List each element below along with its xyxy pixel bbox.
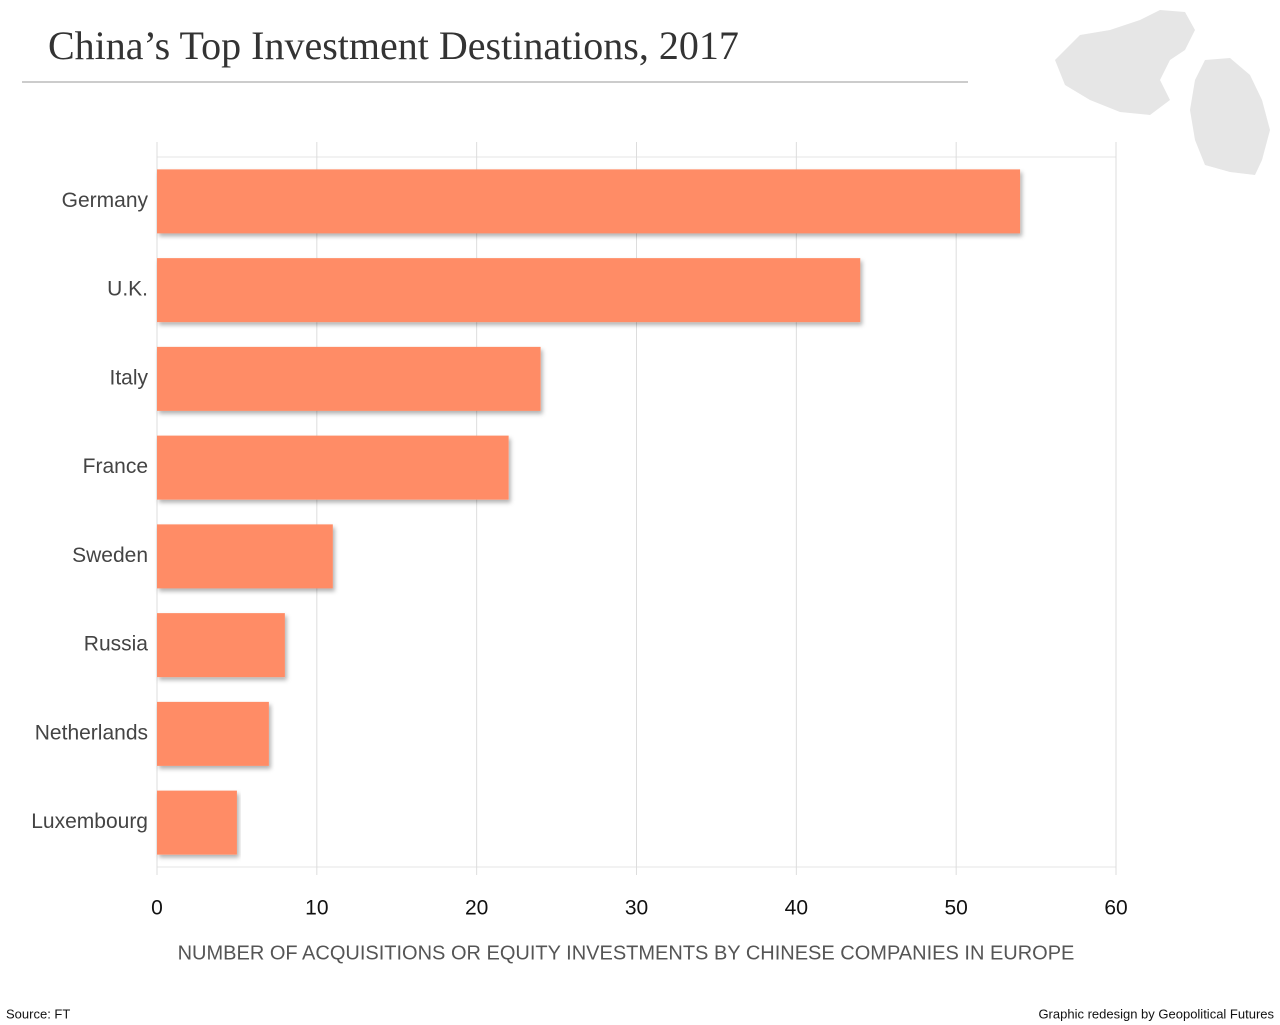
bar — [157, 258, 861, 323]
credit: Graphic redesign by Geopolitical Futures — [1038, 1006, 1274, 1021]
x-tick-label: 50 — [944, 897, 967, 920]
x-tick-label: 20 — [465, 897, 488, 920]
bar — [157, 613, 285, 678]
x-tick-label: 10 — [305, 897, 328, 920]
map-decoration — [1055, 10, 1270, 175]
y-tick-label: U.K. — [107, 278, 148, 301]
y-tick-label: Luxembourg — [31, 810, 148, 833]
source: Source: FT — [6, 1006, 70, 1021]
y-tick-label: Germany — [62, 189, 149, 212]
x-tick-label: 30 — [625, 897, 648, 920]
chart-title: China’s Top Investment Destinations, 201… — [48, 23, 739, 68]
y-tick-label: Italy — [109, 366, 148, 389]
bar — [157, 346, 541, 411]
x-tick-label: 40 — [785, 897, 808, 920]
x-axis-label: NUMBER OF ACQUISITIONS OR EQUITY INVESTM… — [178, 942, 1075, 964]
x-tick-label: 60 — [1104, 897, 1127, 920]
bar — [157, 524, 333, 589]
y-tick-label: France — [83, 455, 148, 478]
y-tick-label: Sweden — [72, 544, 148, 567]
y-tick-label: Netherlands — [35, 721, 148, 744]
bar — [157, 435, 509, 500]
bar — [157, 169, 1021, 234]
x-tick-label: 0 — [151, 897, 163, 920]
bar — [157, 701, 269, 766]
bar — [157, 790, 237, 855]
y-tick-label: Russia — [84, 633, 149, 656]
